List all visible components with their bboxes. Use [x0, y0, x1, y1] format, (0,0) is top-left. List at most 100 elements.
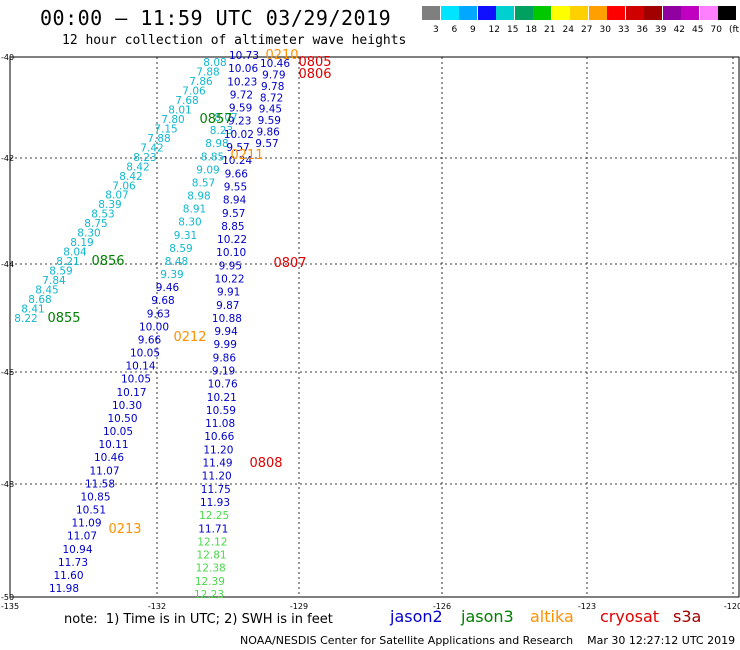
wave-height-value: 10.17 — [116, 387, 146, 399]
wave-height-value: 9.99 — [214, 339, 237, 351]
wave-height-value: 11.58 — [85, 478, 115, 490]
scale-swatch — [607, 6, 625, 20]
scale-swatch — [644, 6, 662, 20]
wave-height-value: 8.85 — [221, 221, 244, 233]
wave-height-value: 10.51 — [76, 505, 106, 517]
wave-height-value: 9.94 — [214, 326, 238, 338]
longitude-label: -132 — [148, 602, 166, 611]
wave-height-value: 9.63 — [147, 308, 170, 320]
wave-height-value: 10.24 — [222, 155, 252, 167]
wave-height-value: 9.66 — [225, 168, 249, 180]
longitude-label: -126 — [433, 602, 451, 611]
wave-height-value: 8.75 — [84, 218, 107, 230]
scale-label: 9 — [470, 25, 476, 35]
wave-height-value: 7.15 — [154, 123, 177, 135]
scale-label: 30 — [599, 25, 611, 35]
wave-height-value: 8.04 — [63, 247, 87, 259]
wave-height-value: 9.91 — [217, 287, 240, 299]
latitude-label: -46 — [1, 368, 14, 377]
wave-height-value: 10.11 — [98, 439, 128, 451]
wave-height-value: 8.98 — [205, 138, 228, 150]
wave-height-value: 8.22 — [14, 313, 37, 325]
wave-height-value: 11.09 — [71, 518, 101, 530]
wave-height-value: 8.42 — [126, 161, 149, 173]
wave-height-value: 9.59 — [229, 103, 252, 115]
latitude-label: -42 — [1, 154, 14, 163]
wave-height-value: 8.94 — [223, 195, 247, 207]
wave-height-value: 8.57 — [192, 177, 215, 189]
wave-height-value: 10.21 — [207, 392, 237, 404]
wave-height-value: 8.59 — [169, 243, 192, 255]
wave-height-value: 11.98 — [49, 583, 79, 595]
longitude-label: -120 — [724, 602, 740, 611]
wave-height-value: 10.22 — [214, 273, 244, 285]
wave-height-value: 9.46 — [156, 282, 180, 294]
wave-height-value: 9.45 — [259, 104, 282, 116]
time-label: 0805 — [298, 55, 331, 70]
wave-height-value: 10.00 — [139, 321, 169, 333]
scale-label: 39 — [655, 25, 667, 35]
longitude-label: -123 — [578, 602, 596, 611]
wave-height-value: 9.66 — [138, 334, 162, 346]
wave-height-value: 11.07 — [67, 531, 97, 543]
credit-line: NOAA/NESDIS Center for Satellite Applica… — [240, 634, 736, 647]
wave-height-value: 10.30 — [112, 400, 142, 412]
scale-swatch — [459, 6, 477, 20]
scale-swatch — [718, 6, 736, 20]
wave-height-value: 7.84 — [42, 275, 66, 287]
scale-swatch — [681, 6, 699, 20]
wave-height-value: 12.38 — [196, 563, 226, 575]
wave-height-value: 11.49 — [203, 458, 233, 470]
scale-swatch — [570, 6, 588, 20]
wave-height-value: 10.22 — [217, 234, 247, 246]
map-frame — [9, 56, 740, 598]
wave-height-value: 7.88 — [147, 133, 170, 145]
wave-height-value: 11.71 — [198, 523, 228, 535]
wave-height-value: 8.23 — [210, 125, 233, 137]
wave-height-value: 8.08 — [203, 57, 226, 69]
wave-height-value: 10.85 — [80, 491, 110, 503]
time-label: 0857 — [199, 112, 232, 127]
wave-height-value: 9.78 — [261, 81, 284, 93]
wave-height-value: 11.20 — [202, 471, 232, 483]
wave-height-value: 9.86 — [256, 127, 280, 139]
scale-swatch — [496, 6, 514, 20]
time-label: 0807 — [273, 256, 306, 271]
wave-height-value: 10.46 — [94, 452, 124, 464]
wave-height-value: 8.98 — [187, 191, 210, 203]
time-label: 0806 — [298, 67, 331, 82]
scale-label: 3 — [433, 25, 439, 35]
map-subtitle: 12 hour collection of altimeter wave hei… — [62, 33, 407, 48]
wave-height-value: 9.72 — [230, 89, 253, 101]
scale-label: 24 — [562, 25, 574, 35]
wave-height-value: 8.48 — [165, 256, 188, 268]
scale-swatch — [588, 6, 607, 20]
scale-label: 42 — [673, 25, 685, 35]
wave-height-value: 8.01 — [168, 104, 191, 116]
wave-height-value: 7.42 — [140, 142, 163, 154]
wave-height-value: 8.59 — [49, 266, 72, 278]
wave-height-value: 10.10 — [216, 247, 246, 259]
wave-height-value: 9.19 — [212, 366, 235, 378]
wave-height-value: 9.68 — [151, 295, 174, 307]
wave-height-value: 11.20 — [203, 444, 233, 456]
time-label: 0856 — [91, 254, 124, 269]
time-label: 0212 — [173, 330, 206, 345]
scale-swatch — [533, 6, 551, 20]
wave-height-value: 12.39 — [195, 576, 225, 588]
legend-s3a: s3a — [673, 607, 702, 626]
wave-height-value: 7.86 — [189, 76, 213, 88]
time-label: 0213 — [108, 522, 141, 537]
wave-height-value: 9.39 — [160, 269, 183, 281]
wave-height-value: 8.39 — [98, 199, 121, 211]
wave-height-value: 8.30 — [178, 217, 201, 229]
wave-height-value: 9.87 — [216, 300, 239, 312]
wave-height-value: 11.93 — [200, 497, 230, 509]
wave-height-value: 8.53 — [91, 209, 114, 221]
wave-height-value: 9.57 — [255, 138, 278, 150]
wave-height-value: 9.57 — [226, 142, 249, 154]
wave-height-value: 8.21 — [56, 256, 79, 268]
longitude-label: -129 — [290, 602, 308, 611]
wave-height-value: 8.41 — [21, 304, 44, 316]
